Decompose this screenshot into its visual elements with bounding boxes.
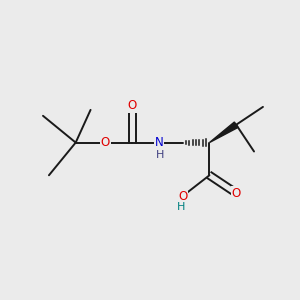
Text: O: O [128, 99, 137, 112]
Text: O: O [101, 136, 110, 149]
Polygon shape [209, 122, 238, 142]
Text: O: O [232, 187, 241, 200]
Text: H: H [156, 150, 165, 160]
Text: H: H [177, 202, 185, 212]
Text: N: N [154, 136, 163, 149]
Text: O: O [178, 190, 187, 202]
